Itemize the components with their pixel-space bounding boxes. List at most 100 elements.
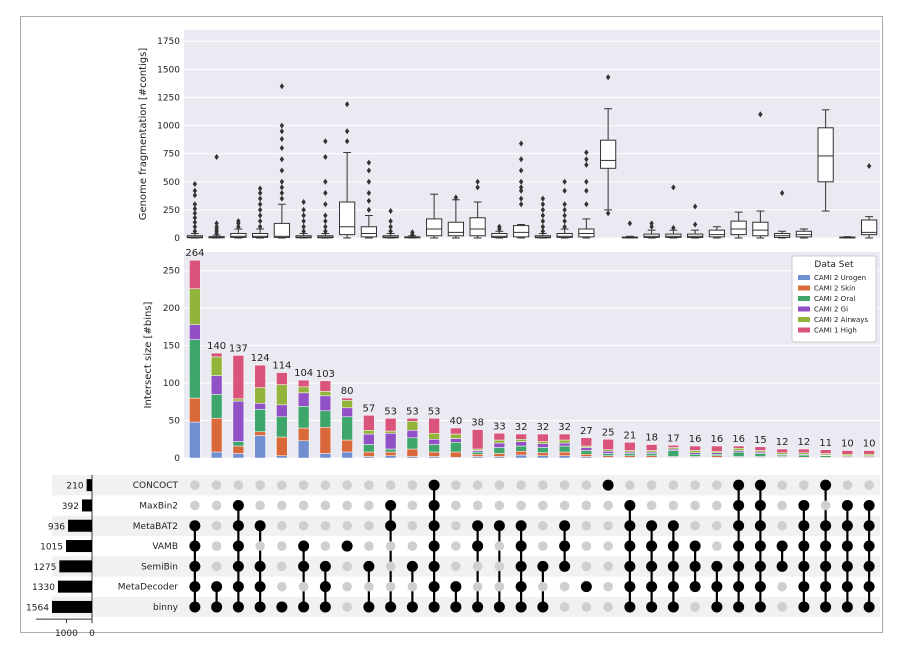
- matrix-dot-filled: [798, 581, 810, 593]
- box-iqr: [665, 233, 682, 238]
- box-item: [339, 101, 356, 239]
- bar-segment: [732, 448, 745, 451]
- box-outlier: [257, 185, 263, 192]
- box-y-tick-label: 250: [163, 206, 180, 216]
- box-outlier: [562, 187, 567, 194]
- matrix-dot-filled: [754, 581, 766, 593]
- intersect-bar: 17: [667, 433, 680, 459]
- set-name-label: MetaBAT2: [133, 522, 178, 532]
- intersect-bar: 53: [406, 406, 419, 459]
- box-outlier: [779, 190, 785, 197]
- matrix-dot-filled: [537, 601, 549, 613]
- matrix-dot-empty: [581, 561, 592, 572]
- box-item: [817, 109, 834, 212]
- bar-segment: [471, 451, 484, 455]
- bar-segment: [319, 427, 332, 454]
- box-iqr: [426, 218, 443, 237]
- bar-segment: [841, 450, 854, 455]
- box-outlier: [192, 181, 198, 188]
- bar-segment: [319, 453, 332, 459]
- box-outlier: [366, 206, 372, 213]
- intersect-bar: 32: [558, 422, 571, 459]
- box-item: [404, 229, 421, 239]
- box-iqr: [447, 221, 464, 237]
- matrix-dot-filled: [254, 601, 266, 613]
- box-outlier: [475, 184, 480, 191]
- bar-segment: [580, 437, 593, 447]
- set-size-bar: [57, 580, 92, 593]
- bar-count-label: 53: [406, 406, 419, 417]
- intersect-bar: 140: [207, 341, 226, 459]
- matrix-dot-empty: [211, 480, 222, 490]
- matrix-dot-empty: [385, 480, 396, 490]
- bar-count-label: 32: [515, 422, 528, 433]
- box-iqr: [687, 233, 704, 238]
- box-item: [839, 236, 856, 239]
- matrix-dot-empty: [538, 520, 548, 531]
- box-outlier: [453, 194, 459, 201]
- box-outlier: [323, 223, 328, 230]
- box-outlier: [323, 201, 328, 208]
- bar-segment: [276, 436, 288, 457]
- box-y-tick-label: 1250: [157, 93, 180, 103]
- box-iqr: [795, 230, 812, 238]
- intersect-bar: 12: [798, 437, 810, 459]
- bar-count-label: 57: [363, 403, 376, 414]
- box-outlier: [692, 221, 698, 228]
- box-outlier: [301, 223, 306, 230]
- box-outlier: [192, 210, 198, 217]
- matrix-dot-empty: [451, 520, 461, 531]
- matrix-dot-empty: [472, 581, 483, 592]
- box-outlier: [562, 223, 567, 230]
- bar-y-axis-label: Intersect size [#bins]: [143, 301, 154, 408]
- bar-segment: [493, 439, 506, 444]
- box-outlier: [388, 228, 393, 235]
- bar-count-label: 80: [341, 386, 354, 397]
- legend-title: Data Set: [814, 260, 854, 270]
- matrix-dot-empty: [364, 541, 374, 551]
- intersect-bar: 57: [363, 403, 376, 459]
- matrix-dot-empty: [342, 520, 352, 531]
- matrix-column: [559, 480, 571, 612]
- matrix-dot-filled: [189, 581, 201, 593]
- box-item: [426, 193, 443, 239]
- matrix-dot-filled: [863, 601, 875, 613]
- box-item: [643, 220, 660, 239]
- box-outlier: [562, 218, 567, 225]
- matrix-dot-empty: [581, 541, 592, 551]
- matrix-dot-empty: [233, 480, 244, 490]
- box-outlier: [692, 203, 698, 210]
- matrix-dot-filled: [667, 560, 679, 572]
- matrix-dot-empty: [842, 480, 853, 490]
- box-outlier: [323, 178, 328, 185]
- box-item: [730, 211, 747, 239]
- box-outlier: [236, 218, 241, 225]
- box-outlier: [323, 212, 328, 219]
- matrix-dot-empty: [777, 581, 787, 592]
- intersect-bar: 104: [294, 368, 313, 459]
- box-outlier: [257, 212, 263, 219]
- matrix-dot-empty: [342, 581, 352, 592]
- box-plot-background: [184, 30, 880, 238]
- box-outlier: [366, 167, 372, 174]
- bar-segment: [450, 433, 462, 439]
- matrix-dot-empty: [581, 520, 592, 531]
- box-outlier: [257, 206, 263, 213]
- matrix-dot-empty: [298, 500, 309, 511]
- bar-segment: [406, 418, 419, 422]
- matrix-dot-filled: [841, 520, 853, 532]
- matrix-dot-empty: [494, 581, 505, 592]
- bar-count-label: 40: [450, 416, 463, 427]
- box-outlier: [518, 187, 524, 194]
- bar-count-label: 53: [384, 406, 397, 417]
- matrix-dot-empty: [472, 500, 483, 511]
- matrix-dot-empty: [472, 561, 483, 572]
- matrix-dot-filled: [646, 560, 658, 572]
- matrix-dot-filled: [428, 479, 440, 491]
- matrix-dot-empty: [646, 500, 657, 511]
- intersect-bar: 21: [624, 430, 636, 459]
- matrix-dot-empty: [625, 480, 635, 490]
- bar-segment: [493, 442, 506, 448]
